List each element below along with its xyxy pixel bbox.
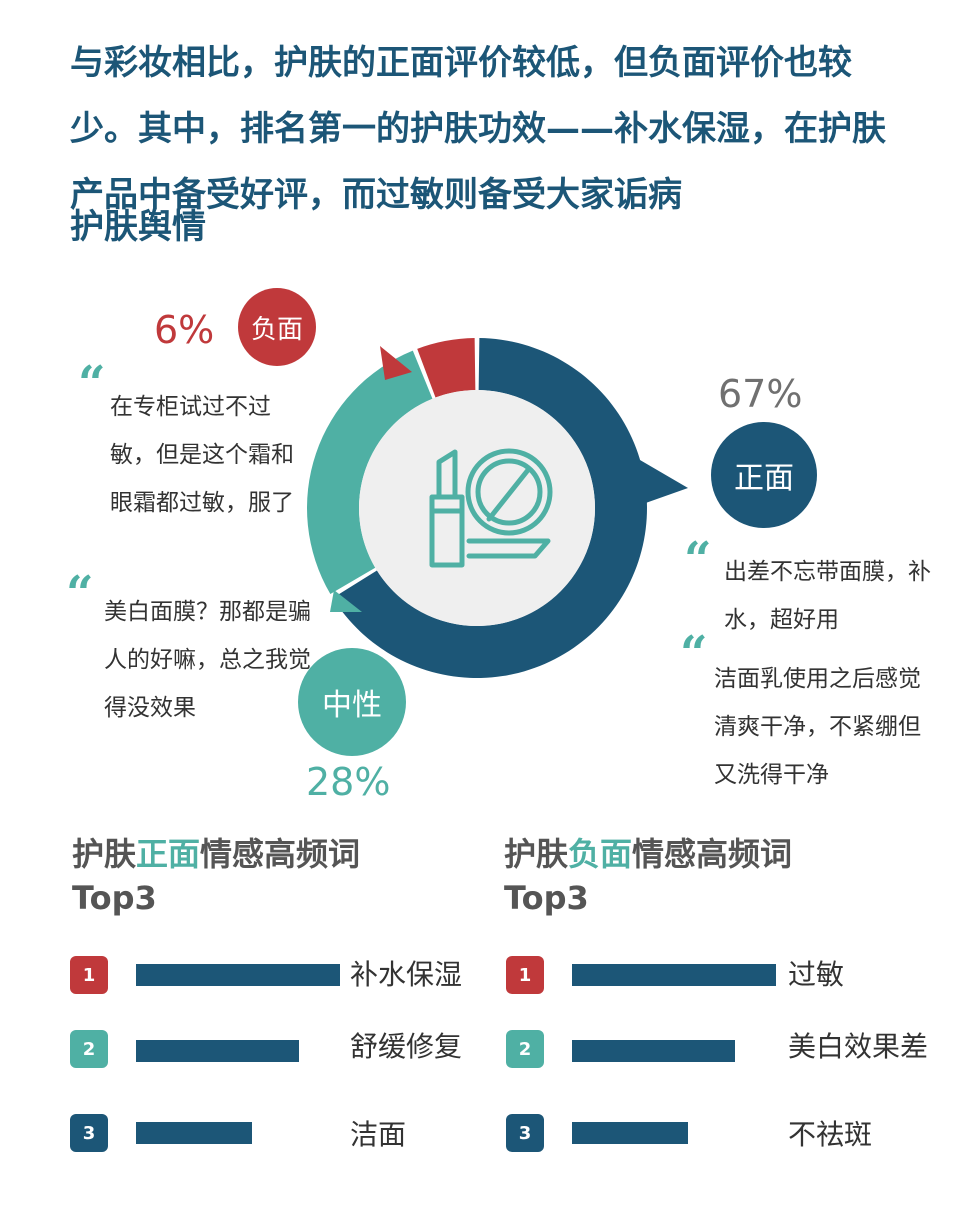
negative-title-prefix: 护肤 bbox=[504, 835, 569, 873]
chart-subtitle: 护肤舆情 bbox=[70, 207, 206, 247]
negative-title-accent: 负面 bbox=[568, 835, 633, 873]
positive-pointer bbox=[640, 460, 688, 505]
negative-words-title: 护肤负面情感高频词 Top3 bbox=[504, 832, 792, 920]
donut-segment-3 bbox=[417, 338, 476, 398]
quote-mark-icon: “ bbox=[66, 566, 94, 622]
neutral-badge: 中性 bbox=[298, 648, 406, 756]
positive-quote-2: 洁面乳使用之后感觉清爽干净，不紧绷但又洗得干净 bbox=[714, 666, 921, 788]
positive-quote-1: 出差不忘带面膜，补水，超好用 bbox=[724, 559, 931, 633]
headline: 与彩妆相比，护肤的正面评价较低，但负面评价也较少。其中，排名第一的护肤功效——补… bbox=[70, 43, 886, 215]
positive-title-prefix: 护肤 bbox=[72, 835, 137, 873]
rank-badge-2: 2 bbox=[70, 1030, 108, 1068]
rank-badge-1: 1 bbox=[70, 956, 108, 994]
positive-badge: 正面 bbox=[711, 422, 817, 528]
positive-title-line2: Top3 bbox=[72, 879, 157, 917]
rank-badge-3: 3 bbox=[506, 1114, 544, 1152]
negative-title-line2: Top3 bbox=[504, 879, 589, 917]
positive-bar-3 bbox=[136, 1122, 253, 1144]
positive-words-title: 护肤正面情感高频词 Top3 bbox=[72, 832, 360, 920]
quote-mark-icon: “ bbox=[680, 626, 708, 682]
positive-title-accent: 正面 bbox=[136, 835, 201, 873]
negative-word-2: 美白效果差 bbox=[788, 1030, 929, 1063]
donut-segments bbox=[307, 338, 688, 679]
negative-percent: 6% bbox=[154, 308, 215, 352]
positive-badge-label: 正面 bbox=[734, 461, 794, 496]
negative-quote: 在专柜试过不过敏，但是这个霜和眼霜都过敏，服了 bbox=[110, 394, 294, 516]
positive-word-2: 舒缓修复 bbox=[350, 1030, 463, 1063]
negative-pointer bbox=[380, 346, 412, 380]
lipstick-and-compact-icon bbox=[429, 448, 553, 568]
negative-word-1: 过敏 bbox=[788, 958, 845, 991]
neutral-badge-label: 中性 bbox=[322, 688, 382, 723]
negative-bar-2 bbox=[572, 1040, 736, 1062]
rank-badge-1: 1 bbox=[506, 956, 544, 994]
negative-bar-1 bbox=[572, 964, 776, 986]
donut-center bbox=[359, 390, 595, 626]
positive-percent: 67% bbox=[718, 372, 803, 416]
negative-badge-label: 负面 bbox=[250, 314, 303, 345]
donut-segment-1 bbox=[332, 338, 647, 679]
negative-bar-3 bbox=[572, 1122, 689, 1144]
negative-word-3: 不祛斑 bbox=[788, 1118, 873, 1151]
positive-word-3: 洁面 bbox=[350, 1118, 407, 1151]
donut-segment-2 bbox=[307, 350, 433, 594]
quote-mark-icon: “ bbox=[684, 532, 712, 588]
positive-word-1: 补水保湿 bbox=[350, 958, 463, 991]
neutral-pointer bbox=[330, 590, 362, 612]
negative-title-suffix: 情感高频词 bbox=[632, 835, 793, 873]
quote-mark-icon: “ bbox=[78, 356, 106, 412]
positive-bar-2 bbox=[136, 1040, 300, 1062]
positive-title-suffix: 情感高频词 bbox=[200, 835, 361, 873]
positive-bar-1 bbox=[136, 964, 340, 986]
rank-badge-3: 3 bbox=[70, 1114, 108, 1152]
negative-badge: 负面 bbox=[238, 288, 316, 366]
neutral-quote: 美白面膜？那都是骗人的好嘛，总之我觉得没效果 bbox=[104, 599, 311, 721]
neutral-percent: 28% bbox=[306, 760, 391, 804]
rank-badge-2: 2 bbox=[506, 1030, 544, 1068]
